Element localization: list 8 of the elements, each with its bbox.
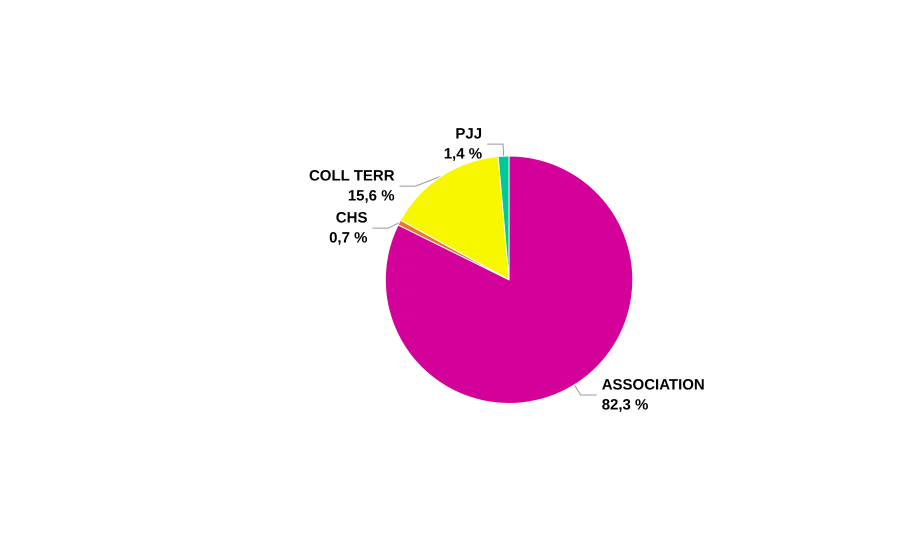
slice-label: ASSOCIATION	[602, 376, 705, 394]
slice-label: PJJ	[455, 126, 482, 143]
data-label: 0,7 %	[329, 230, 368, 247]
slice-label: COLL TERR	[308, 168, 395, 185]
slice-label: CHS	[336, 210, 368, 227]
data-label: 82,3 %	[602, 396, 648, 414]
data-label: 1,4 %	[444, 146, 482, 163]
data-label: 15,6 %	[348, 188, 395, 205]
